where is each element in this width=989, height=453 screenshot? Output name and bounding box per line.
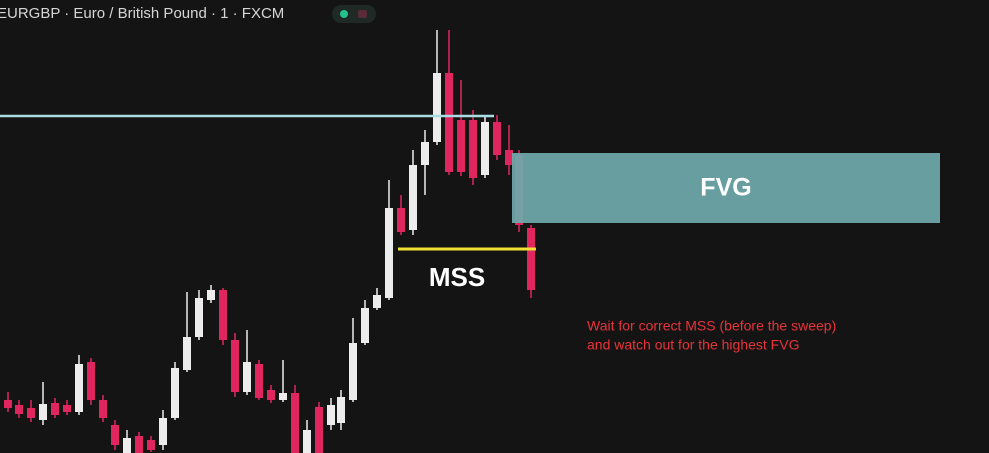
candle-body <box>327 405 335 425</box>
candle-body <box>409 165 417 230</box>
candle-body <box>433 73 441 142</box>
candle-body <box>267 390 275 400</box>
candle-body <box>279 393 287 400</box>
candle-body <box>87 362 95 400</box>
candle-body <box>207 290 215 300</box>
status-dot <box>340 10 348 18</box>
candle-body <box>135 436 143 453</box>
fvg-box <box>512 153 940 223</box>
candle-body <box>231 340 239 392</box>
candle-body <box>75 364 83 412</box>
candle-body <box>63 405 71 412</box>
candle-body <box>51 403 59 415</box>
annotation-line: Wait for correct MSS (before the sweep) <box>587 318 836 334</box>
fvg-label: FVG <box>700 174 751 202</box>
candle-body <box>457 120 465 172</box>
candle-body <box>99 400 107 418</box>
candle-body <box>315 407 323 453</box>
candle-body <box>397 208 405 232</box>
candle-body <box>243 362 251 392</box>
candle-body <box>421 142 429 165</box>
candle-body <box>469 120 477 178</box>
candle-body <box>195 298 203 337</box>
candle-body <box>111 425 119 445</box>
candle-body <box>493 122 501 155</box>
candle-body <box>373 295 381 308</box>
status-icon <box>358 10 367 18</box>
candle-body <box>349 343 357 400</box>
candle-body <box>39 404 47 420</box>
candle-body <box>445 73 453 172</box>
candle-body <box>361 308 369 343</box>
header-bar <box>0 0 989 28</box>
candle-body <box>219 290 227 340</box>
candle-body <box>291 393 299 453</box>
candle-body <box>147 440 155 450</box>
candle-body <box>505 150 513 165</box>
annotation-line: and watch out for the highest FVG <box>587 337 799 353</box>
candle-body <box>4 400 12 408</box>
candle-body <box>183 337 191 370</box>
candle-body <box>527 228 535 290</box>
candle-body <box>123 438 131 453</box>
candles <box>4 30 535 453</box>
symbol-title: EURGBP · Euro / British Pound · 1 · FXCM <box>0 5 284 22</box>
candle-body <box>481 122 489 175</box>
mss-label: MSS <box>429 262 485 292</box>
status-pill <box>332 5 376 23</box>
candle-body <box>303 430 311 453</box>
candle-body <box>171 368 179 418</box>
candle-body <box>27 408 35 418</box>
candle-body <box>385 208 393 298</box>
candle-body <box>159 418 167 445</box>
candle-body <box>337 397 345 423</box>
candle-body <box>255 364 263 398</box>
candle-body <box>15 405 23 414</box>
